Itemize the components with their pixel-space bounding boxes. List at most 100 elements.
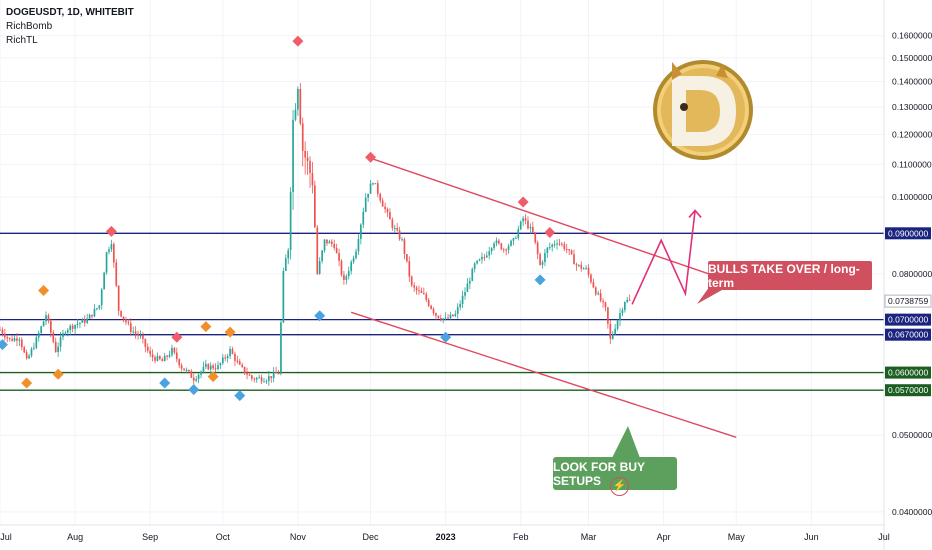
- x-tick-label: May: [728, 532, 746, 542]
- candle-body: [202, 366, 205, 372]
- chart-legend: DOGEUSDT, 1D, WHITEBIT RichBomb RichTL: [6, 6, 134, 48]
- candle-body: [1, 329, 4, 334]
- x-tick-label: Jun: [804, 532, 819, 542]
- candle-body: [355, 251, 357, 259]
- candle-body: [253, 378, 256, 380]
- marker-blue-diamond: [440, 331, 452, 343]
- candle-body: [340, 260, 343, 275]
- candle-body: [144, 338, 147, 347]
- candle-body: [386, 209, 389, 213]
- candle-body: [590, 274, 592, 283]
- candle-body: [575, 264, 578, 266]
- candle-body: [236, 360, 239, 362]
- candle-body: [30, 348, 33, 356]
- candle-body: [338, 253, 340, 261]
- candle-body: [71, 325, 74, 329]
- y-tick-label: 0.1600000: [892, 31, 932, 41]
- candle-body: [112, 244, 115, 263]
- lightning-icon[interactable]: ⚡: [610, 477, 629, 496]
- level-tag: [885, 384, 931, 397]
- candle-body: [452, 314, 454, 317]
- candle-body: [173, 347, 176, 353]
- candle-body: [476, 260, 478, 264]
- projection-line: [631, 210, 696, 305]
- trendlines: [350, 157, 737, 438]
- candle-body: [258, 377, 260, 379]
- candle-body: [418, 290, 420, 292]
- candle-body: [539, 254, 541, 265]
- candle-body: [151, 354, 154, 358]
- candle-body: [594, 287, 597, 295]
- candle-body: [473, 263, 476, 269]
- candle-body: [335, 247, 338, 254]
- candle-body: [330, 241, 333, 244]
- last-price-tag: [884, 294, 932, 308]
- candle-body: [619, 313, 621, 321]
- candle-body: [127, 322, 130, 324]
- candle-body: [381, 200, 384, 207]
- candle-body: [621, 309, 624, 314]
- y-tick-label: 0.1000000: [892, 192, 932, 202]
- marker-orange-diamond: [200, 321, 212, 333]
- candle-body: [105, 252, 108, 273]
- y-tick-label: 0.1200000: [892, 129, 932, 139]
- candle-body: [493, 243, 495, 249]
- candle-body: [519, 221, 522, 230]
- candle-body: [415, 287, 418, 291]
- y-tick-label: 0.0500000: [892, 430, 932, 440]
- indicator-richbomb[interactable]: RichBomb: [6, 21, 53, 32]
- candle-body: [64, 332, 67, 334]
- y-tick-label: 0.1500000: [892, 53, 932, 63]
- level-tag: [885, 328, 931, 341]
- candle-body: [512, 238, 515, 241]
- candle-body: [556, 243, 558, 245]
- candle-body: [531, 226, 534, 233]
- candle-body: [534, 232, 537, 243]
- candle-body: [309, 160, 311, 174]
- candle-body: [282, 270, 285, 323]
- candle-body: [209, 365, 212, 370]
- candle-body: [234, 353, 236, 361]
- candle-body: [478, 259, 481, 261]
- marker-blue-diamond: [534, 274, 546, 286]
- candle-body: [379, 193, 382, 201]
- candle-body: [96, 308, 98, 310]
- symbol-title[interactable]: DOGEUSDT, 1D, WHITEBIT: [6, 7, 134, 18]
- candle-body: [393, 227, 396, 229]
- indicator-richtl[interactable]: RichTL: [6, 35, 38, 46]
- candle-body: [437, 315, 440, 318]
- candle-body: [345, 276, 348, 280]
- candle-body: [321, 250, 323, 262]
- level-label: 0.0600000: [888, 368, 928, 378]
- candle-body: [163, 355, 166, 362]
- candle-body: [192, 377, 195, 381]
- candle-body: [456, 307, 459, 314]
- candle-body: [158, 356, 161, 360]
- candle-body: [149, 350, 152, 355]
- candle-body: [18, 339, 21, 341]
- candle-body: [115, 262, 118, 286]
- bulls-callout: BULLS TAKE OVER / long-term: [708, 261, 872, 290]
- candle-body: [391, 219, 394, 229]
- candle-body: [255, 377, 258, 380]
- candle-body: [500, 243, 503, 250]
- candle-body: [195, 378, 198, 381]
- candle-body: [270, 376, 273, 379]
- candle-body: [439, 317, 442, 320]
- candle-body: [510, 240, 512, 246]
- candle-body: [427, 299, 430, 306]
- candle-body: [326, 239, 328, 244]
- candle-body: [565, 248, 568, 250]
- candle-body: [35, 337, 38, 348]
- time-axis: Jul Aug Sep Oct Nov Dec 2023 Feb Mar Apr May Jun Jul: [0, 524, 890, 542]
- candle-body: [420, 290, 423, 293]
- candle-body: [0, 329, 1, 331]
- marker-blue-diamond: [234, 390, 246, 402]
- x-tick-label: Oct: [216, 532, 231, 542]
- candle-body: [74, 324, 76, 329]
- candle-body: [129, 323, 132, 332]
- candle-body: [219, 363, 222, 366]
- candle-body: [481, 256, 483, 260]
- candle-body: [469, 280, 471, 284]
